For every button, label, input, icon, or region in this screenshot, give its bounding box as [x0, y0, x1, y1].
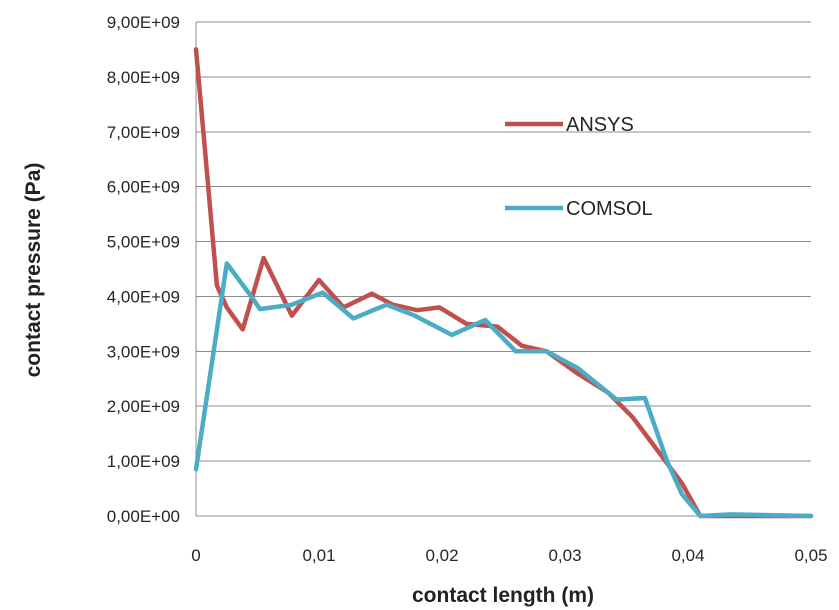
- y-tick-label: 6,00E+09: [107, 178, 180, 197]
- y-tick-label: 7,00E+09: [107, 123, 180, 142]
- y-tick-label: 9,00E+09: [107, 13, 180, 32]
- y-tick-label: 2,00E+09: [107, 397, 180, 416]
- y-tick-label: 5,00E+09: [107, 233, 180, 252]
- legend-label-ansys: ANSYS: [566, 114, 634, 136]
- x-tick-label: 0,03: [548, 546, 581, 565]
- y-tick-label: 4,00E+09: [107, 287, 180, 306]
- y-tick-label: 8,00E+09: [107, 68, 180, 87]
- x-tick-label: 0,05: [794, 546, 827, 565]
- y-tick-label: 0,00E+00: [107, 507, 180, 526]
- gridlines: [196, 21, 811, 462]
- x-axis-title: contact length (m): [412, 584, 594, 607]
- x-tick-labels: 0 0,01 0,02 0,03 0,04 0,05: [191, 546, 827, 565]
- series-line-ansys: [193, 47, 814, 519]
- y-axis-title: contact pressure (Pa): [22, 163, 45, 378]
- y-tick-label: 3,00E+09: [107, 342, 180, 361]
- series-lines: [193, 47, 814, 519]
- y-tick-labels: 0,00E+00 1,00E+09 2,00E+09 3,00E+09 4,00E+09…: [107, 13, 180, 526]
- legend: ANSYS COMSOL: [505, 114, 653, 220]
- series-line-comsol: [193, 261, 814, 519]
- axes: [195, 22, 811, 517]
- x-tick-label: 0: [191, 546, 200, 565]
- y-tick-label: 1,00E+09: [107, 452, 180, 471]
- x-tick-label: 0,04: [671, 546, 704, 565]
- x-tick-label: 0,01: [302, 546, 335, 565]
- x-tick-label: 0,02: [425, 546, 458, 565]
- legend-label-comsol: COMSOL: [566, 198, 653, 220]
